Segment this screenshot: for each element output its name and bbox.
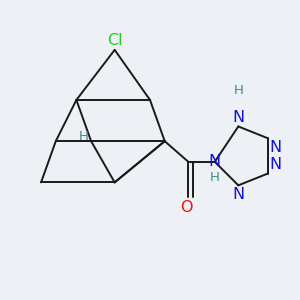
Text: N: N	[269, 140, 281, 155]
Text: Cl: Cl	[107, 33, 122, 48]
Text: N: N	[232, 187, 244, 202]
Text: N: N	[232, 110, 244, 125]
Text: H: H	[79, 130, 89, 143]
Text: O: O	[181, 200, 193, 215]
Text: N: N	[209, 154, 221, 169]
Text: H: H	[210, 171, 220, 184]
Text: H: H	[233, 84, 243, 97]
Text: N: N	[269, 157, 281, 172]
